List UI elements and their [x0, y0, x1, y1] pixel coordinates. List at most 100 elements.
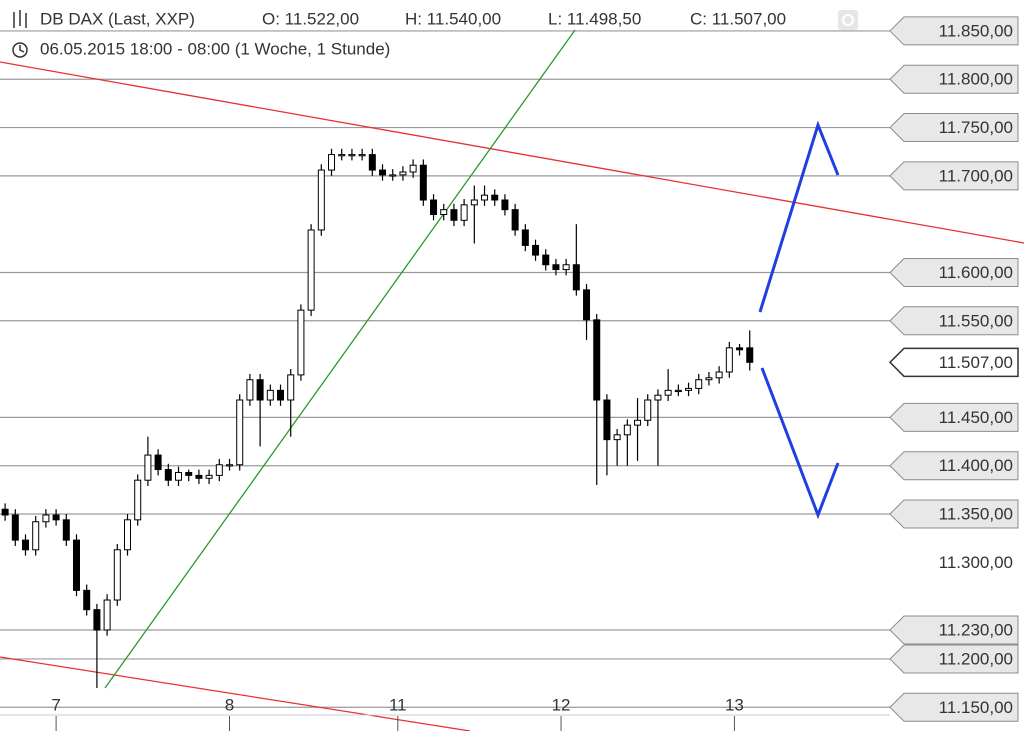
candle-body — [419, 164, 427, 201]
candle-body — [226, 464, 234, 467]
candle-body — [623, 424, 631, 436]
candle-body — [389, 174, 397, 177]
candle-body — [32, 521, 40, 551]
y-tick-label: 11.800,00 — [939, 70, 1013, 89]
ohlc-label: L: 11.498,50 — [548, 9, 641, 28]
x-tick-label: 13 — [725, 695, 744, 714]
candle-body — [205, 474, 213, 479]
candle-body — [562, 264, 570, 271]
y-tick-label: 11.700,00 — [939, 166, 1013, 185]
candle-body — [103, 599, 111, 631]
candle-body — [338, 154, 346, 157]
candle-body — [613, 434, 621, 441]
last-price-label: 11.507,00 — [939, 353, 1013, 372]
candle-body — [450, 209, 458, 221]
price-tag — [889, 499, 1019, 529]
y-tick-label: 11.200,00 — [939, 649, 1013, 668]
candle-body — [664, 389, 672, 396]
price-tag — [889, 257, 1019, 287]
candle-body — [62, 519, 70, 541]
candle-body — [532, 244, 540, 256]
candle-body — [348, 154, 356, 157]
y-tick-label: 11.230,00 — [939, 620, 1013, 639]
candle-body — [266, 389, 274, 401]
x-tick-label: 8 — [225, 695, 234, 714]
candle-body — [358, 154, 366, 157]
price-tag — [889, 161, 1019, 191]
candle-body — [552, 264, 560, 271]
candle-body — [215, 464, 223, 476]
clock-icon — [12, 42, 28, 58]
y-tick-label: 11.400,00 — [939, 456, 1013, 475]
candle-body — [521, 229, 529, 246]
candle-body — [460, 204, 468, 221]
price-tag — [889, 402, 1019, 432]
candle-body — [134, 479, 142, 521]
candle-body — [113, 549, 121, 601]
candle-body — [144, 454, 152, 481]
candle-body — [124, 519, 132, 551]
candle-body — [501, 199, 509, 211]
trend-line — [0, 61, 1024, 244]
price-tag — [889, 692, 1019, 722]
candle-body — [470, 199, 478, 206]
x-tick-label: 12 — [552, 695, 571, 714]
candle-body — [297, 309, 305, 376]
ohlc-label: O: 11.522,00 — [262, 9, 359, 28]
price-tag — [889, 644, 1019, 674]
clock-hands — [19, 45, 25, 53]
candle-body — [52, 514, 60, 521]
candle-body — [440, 209, 448, 215]
arrow — [758, 120, 840, 313]
candle-body — [11, 514, 19, 541]
candle-body — [736, 347, 744, 351]
candle-body — [481, 194, 489, 201]
price-tag — [889, 451, 1019, 481]
settings-button[interactable] — [838, 10, 858, 30]
candle-body — [725, 347, 733, 373]
price-tag — [889, 306, 1019, 336]
y-tick-label: 11.450,00 — [939, 408, 1013, 427]
trend-line — [0, 656, 471, 731]
candle-body — [583, 289, 591, 321]
candle-body — [634, 419, 642, 426]
price-tag — [889, 64, 1019, 94]
price-tag — [889, 615, 1019, 645]
candle-body — [317, 169, 325, 231]
candle-body — [542, 254, 550, 266]
candle-body — [491, 194, 499, 201]
price-tag — [889, 16, 1019, 46]
candle-body — [685, 387, 693, 391]
candle-body — [746, 347, 754, 363]
chart-icon — [13, 10, 27, 28]
header: DB DAX (Last, XXP) O: 11.522,00 H: 11.54… — [12, 9, 858, 58]
candle-body — [93, 609, 101, 631]
y-tick-label: 11.150,00 — [939, 698, 1013, 717]
chart-title: DB DAX (Last, XXP) — [40, 9, 195, 28]
ohlc-label: H: 11.540,00 — [405, 9, 501, 28]
arrow — [760, 367, 840, 520]
y-tick-label: 11.600,00 — [939, 263, 1013, 282]
candle-body — [185, 471, 193, 476]
y-tick-label: 11.750,00 — [939, 118, 1013, 137]
candle-body — [236, 399, 244, 466]
candle-body — [511, 209, 519, 231]
candle-body — [256, 379, 264, 401]
grid — [0, 30, 890, 708]
candle-body — [593, 319, 601, 401]
candle-body — [83, 589, 91, 611]
chart-subtitle: 06.05.2015 18:00 - 08:00 (1 Woche, 1 Stu… — [40, 39, 390, 58]
last-price-tag — [888, 347, 1019, 378]
candle-body — [287, 374, 295, 401]
y-tick-label: 11.300,00 — [939, 553, 1013, 572]
candle-body — [277, 389, 285, 401]
candle-body — [409, 164, 417, 173]
candle-body — [430, 199, 438, 216]
candle-body — [705, 377, 713, 381]
candle-body — [379, 169, 387, 176]
price-tag — [889, 113, 1019, 143]
ohlc-label: C: 11.507,00 — [690, 9, 786, 28]
